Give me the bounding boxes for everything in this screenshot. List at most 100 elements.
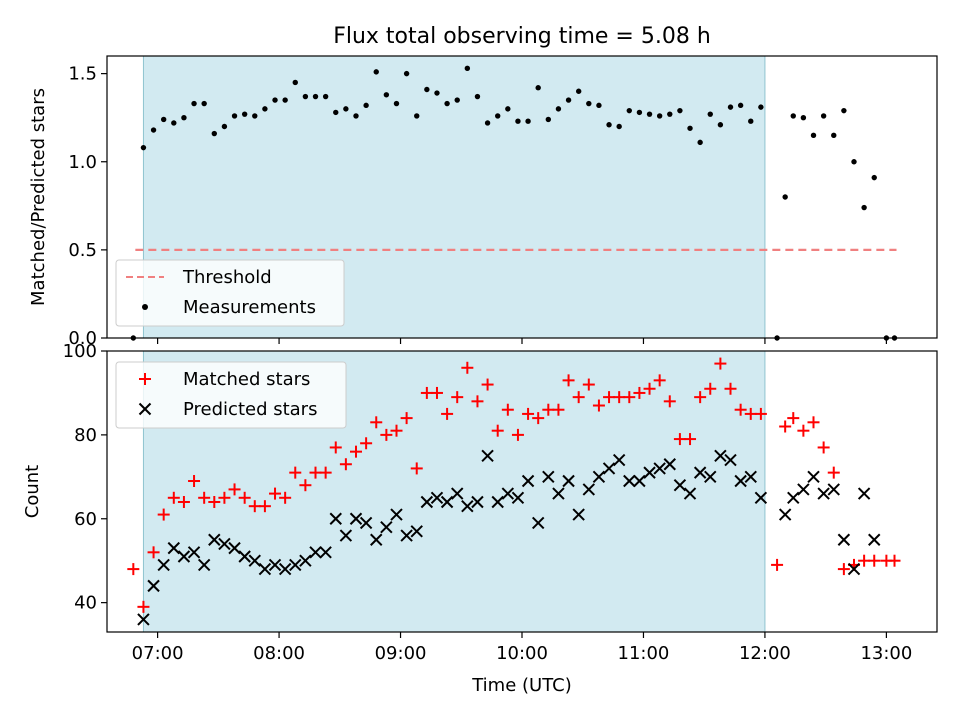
matched-star-point xyxy=(127,563,140,576)
measurement-point xyxy=(211,130,217,137)
predicted-star-point xyxy=(868,533,881,546)
predicted-star-point xyxy=(797,483,810,496)
ratio-legend: Threshold Measurements xyxy=(115,259,345,327)
matched-star-point xyxy=(837,563,850,576)
measurement-point xyxy=(221,123,228,130)
legend-predicted-label: Predicted stars xyxy=(183,399,317,420)
predicted-star-point xyxy=(228,541,241,555)
measurement-point xyxy=(505,106,511,112)
measurement-point xyxy=(707,111,713,117)
predicted-star-point xyxy=(602,462,616,475)
x-tick-label: 10:00 xyxy=(496,643,548,664)
measurement-point xyxy=(140,144,147,151)
matched-star-point xyxy=(868,554,881,567)
predicted-star-point xyxy=(410,525,423,538)
measurement-point xyxy=(272,97,278,103)
predicted-star-point xyxy=(380,520,393,534)
predicted-star-point xyxy=(177,550,191,563)
predicted-star-point xyxy=(643,466,656,479)
matched-star-point xyxy=(491,424,504,437)
measurement-point xyxy=(160,116,167,123)
matched-star-point xyxy=(157,508,170,521)
matched-star-point xyxy=(339,458,352,471)
predicted-star-point xyxy=(847,562,861,576)
matched-star-point xyxy=(684,433,697,446)
predicted-star-point xyxy=(420,495,434,509)
predicted-star-point xyxy=(572,508,585,521)
ratio-panel: 0.0 0.5 1.0 1.5 Matched/Predicted stars Thr… xyxy=(28,55,938,349)
matched-star-point xyxy=(827,466,840,479)
measurement-point xyxy=(414,113,420,119)
measurement-point xyxy=(383,92,390,98)
matched-star-point xyxy=(501,403,514,416)
count-legend-box xyxy=(115,361,347,429)
x-tick-label: 08:00 xyxy=(253,643,305,664)
predicted-star-point xyxy=(461,499,474,513)
predicted-star-point xyxy=(471,495,484,509)
y-tick-label: 40 xyxy=(74,593,97,614)
matched-star-point xyxy=(663,395,676,408)
predicted-star-point xyxy=(623,474,636,488)
matched-star-point xyxy=(147,546,160,559)
predicted-star-point xyxy=(663,458,676,471)
measurement-point xyxy=(800,114,807,121)
legend-plus-mark xyxy=(139,373,151,385)
predicted-star-point xyxy=(167,541,181,555)
matched-star-point xyxy=(299,479,312,492)
measurement-point xyxy=(861,204,867,211)
measurement-point xyxy=(782,194,788,200)
matched-star-point xyxy=(744,407,757,420)
predicted-star-point xyxy=(309,546,322,559)
x-tick-label: 13:00 xyxy=(860,643,912,664)
predicted-star-point xyxy=(552,487,565,500)
y-tick-label: 1.5 xyxy=(68,64,97,85)
measurement-point xyxy=(841,107,847,114)
predicted-star-point xyxy=(531,516,545,530)
matched-star-point xyxy=(858,554,871,567)
matched-star-point xyxy=(400,412,413,425)
predicted-star-point xyxy=(299,554,312,567)
measurement-point xyxy=(758,104,764,110)
predicted-star-point xyxy=(339,529,353,542)
predicted-star-point xyxy=(778,508,792,521)
predicted-star-point xyxy=(147,579,160,593)
legend-threshold-label: Threshold xyxy=(182,267,272,288)
measurement-point xyxy=(343,106,349,112)
predicted-star-point xyxy=(329,512,342,525)
predicted-star-point xyxy=(491,495,504,509)
matched-star-point xyxy=(888,554,901,567)
matched-star-point xyxy=(198,491,211,504)
x-tick-label: 09:00 xyxy=(375,643,427,664)
ratio-axis-ticks: 0.0 0.5 1.0 1.5 xyxy=(68,64,887,349)
legend-matched-swatch xyxy=(139,373,151,385)
matched-star-point xyxy=(582,378,595,391)
matched-star-point xyxy=(451,391,464,404)
predicted-star-point xyxy=(137,613,150,626)
ratio-plot-marks xyxy=(130,65,898,341)
predicted-star-point xyxy=(451,487,464,500)
measurement-point xyxy=(565,97,572,103)
matched-star-point xyxy=(461,361,474,374)
legend-predicted-swatch xyxy=(138,402,152,416)
measurement-point xyxy=(820,113,827,119)
measurement-point xyxy=(748,118,754,124)
measurement-point xyxy=(312,93,319,100)
predicted-star-point xyxy=(724,453,737,467)
predicted-star-point xyxy=(400,529,413,542)
predicted-star-point xyxy=(157,558,170,572)
matched-star-point xyxy=(643,382,656,395)
matched-star-point xyxy=(360,437,373,450)
matched-star-point xyxy=(734,403,747,416)
predicted-star-point xyxy=(673,479,687,492)
measurement-point xyxy=(333,109,339,116)
measurement-point xyxy=(373,69,379,75)
predicted-star-point xyxy=(430,491,444,504)
measurement-point xyxy=(434,90,440,96)
measurement-point xyxy=(191,100,197,107)
y-tick-label: 0.5 xyxy=(68,240,97,261)
matched-star-point xyxy=(218,491,231,504)
measurement-point xyxy=(606,122,612,128)
predicted-star-point xyxy=(704,470,717,484)
measurement-point xyxy=(616,123,622,130)
